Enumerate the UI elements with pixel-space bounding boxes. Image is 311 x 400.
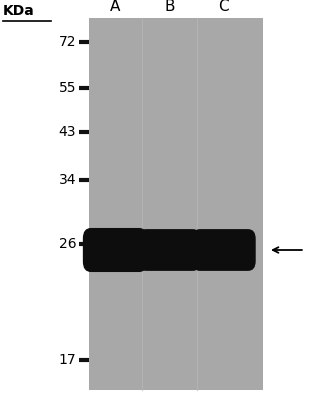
Text: A: A [110, 0, 120, 14]
Text: 72: 72 [59, 35, 76, 49]
FancyBboxPatch shape [138, 229, 201, 271]
Text: 34: 34 [59, 173, 76, 187]
Text: 17: 17 [58, 353, 76, 367]
Text: 43: 43 [59, 125, 76, 139]
Text: 26: 26 [58, 237, 76, 251]
Text: C: C [219, 0, 229, 14]
FancyBboxPatch shape [83, 228, 147, 272]
FancyBboxPatch shape [192, 229, 256, 271]
Text: 55: 55 [59, 81, 76, 95]
Text: B: B [164, 0, 175, 14]
Bar [89, 18, 263, 390]
Text: KDa: KDa [3, 4, 35, 18]
